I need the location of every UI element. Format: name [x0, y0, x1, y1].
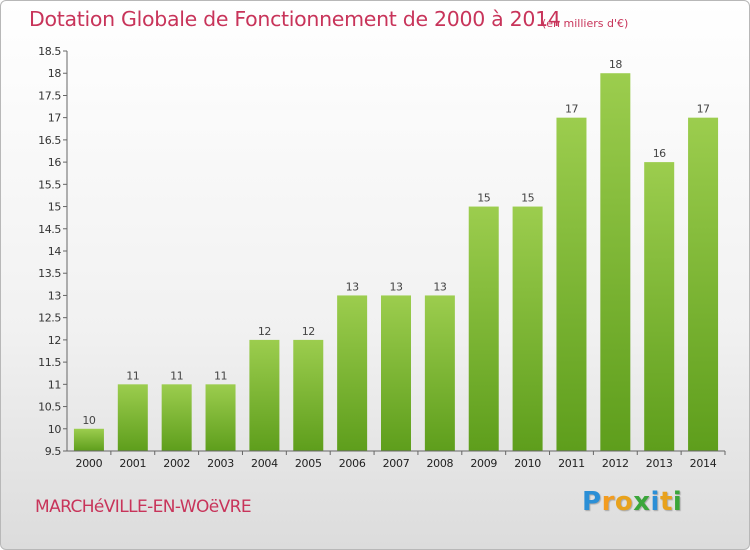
y-tick-label: 17.5 — [38, 89, 61, 102]
y-tick-label: 16.5 — [38, 134, 61, 147]
bar — [600, 73, 631, 451]
y-tick-label: 13 — [48, 289, 62, 302]
x-tick-label: 2007 — [383, 457, 410, 470]
bar — [424, 295, 455, 451]
logo-letter: t — [659, 487, 673, 517]
y-tick-label: 16 — [48, 156, 62, 169]
bar — [73, 428, 104, 451]
x-tick-label: 2010 — [514, 457, 541, 470]
bar — [644, 162, 675, 451]
chart-subtitle: (en milliers d'€) — [542, 17, 629, 30]
x-tick-label: 2005 — [295, 457, 322, 470]
data-label: 11 — [214, 369, 227, 382]
data-label: 12 — [302, 325, 315, 338]
x-tick-label: 2013 — [646, 457, 673, 470]
y-tick-label: 12 — [48, 334, 61, 347]
data-label: 13 — [433, 280, 446, 293]
y-tick-label: 10.5 — [38, 401, 61, 414]
bar — [161, 384, 192, 451]
bar — [512, 206, 543, 451]
data-label: 15 — [477, 192, 490, 205]
bar — [337, 295, 368, 451]
bar — [249, 339, 280, 451]
x-tick-label: 2004 — [251, 457, 278, 470]
data-label: 15 — [521, 192, 534, 205]
data-label: 16 — [653, 147, 666, 160]
x-tick-label: 2006 — [339, 457, 366, 470]
data-label: 10 — [82, 414, 95, 427]
y-tick-label: 15.5 — [38, 178, 61, 191]
bar — [293, 339, 324, 451]
logo-letter: P — [582, 487, 602, 517]
y-tick-label: 18 — [48, 67, 62, 80]
bar — [556, 117, 587, 452]
y-tick-label: 14.5 — [38, 223, 61, 236]
y-tick-label: 9.5 — [45, 445, 62, 458]
proxiti-logo: Proxiti — [582, 487, 682, 517]
y-tick-label: 17 — [48, 112, 62, 125]
y-axis: 9.5 10 10.5 11 11.5 12 12.5 13 13.5 14 14.5 15 15.5 1… — [38, 45, 68, 458]
bar — [468, 206, 499, 451]
data-label: 11 — [170, 369, 183, 382]
chart-title: Dotation Globale de Fonctionnement de 20… — [29, 7, 561, 31]
y-tick-label: 13.5 — [38, 267, 61, 280]
x-tick-label: 2000 — [76, 457, 103, 470]
logo-letter: r — [601, 487, 615, 517]
y-tick-label: 15 — [48, 201, 62, 214]
x-tick-label: 2014 — [690, 457, 717, 470]
logo-letter: i — [672, 487, 683, 517]
logo-letter: i — [650, 487, 660, 517]
x-tick-label: 2012 — [602, 457, 629, 470]
x-tick-label: 2009 — [470, 457, 497, 470]
y-tick-label: 14 — [48, 245, 62, 258]
x-tick-label: 2003 — [207, 457, 234, 470]
bars: 10 11 11 11 12 12 13 13 13 15 15 17 18 16 17 — [73, 58, 719, 452]
y-tick-label: 11 — [48, 378, 61, 391]
x-tick-label: 2002 — [163, 457, 190, 470]
y-tick-label: 12.5 — [38, 312, 61, 325]
data-label: 17 — [565, 103, 578, 116]
x-tick-label: 2001 — [119, 457, 146, 470]
x-tick-label: 2011 — [558, 457, 585, 470]
bar — [117, 384, 148, 451]
y-tick-label: 10 — [48, 423, 62, 436]
data-label: 18 — [609, 58, 622, 71]
data-label: 12 — [258, 325, 271, 338]
y-tick-label: 18.5 — [38, 45, 61, 58]
data-label: 13 — [346, 280, 359, 293]
bar — [688, 117, 719, 452]
bar — [205, 384, 236, 451]
town-name: MARCHéVILLE-EN-WOëVRE — [35, 497, 252, 517]
logo-letter: x — [633, 487, 651, 517]
x-tick-label: 2008 — [426, 457, 453, 470]
data-label: 13 — [390, 280, 403, 293]
x-axis: 2000 2001 2002 2003 2004 2005 2006 2007 2008 2009… — [67, 450, 726, 470]
logo-letter: o — [614, 487, 634, 517]
bar — [381, 295, 411, 451]
data-label: 11 — [126, 369, 139, 382]
y-tick-label: 11.5 — [38, 356, 61, 369]
data-label: 17 — [697, 103, 710, 116]
